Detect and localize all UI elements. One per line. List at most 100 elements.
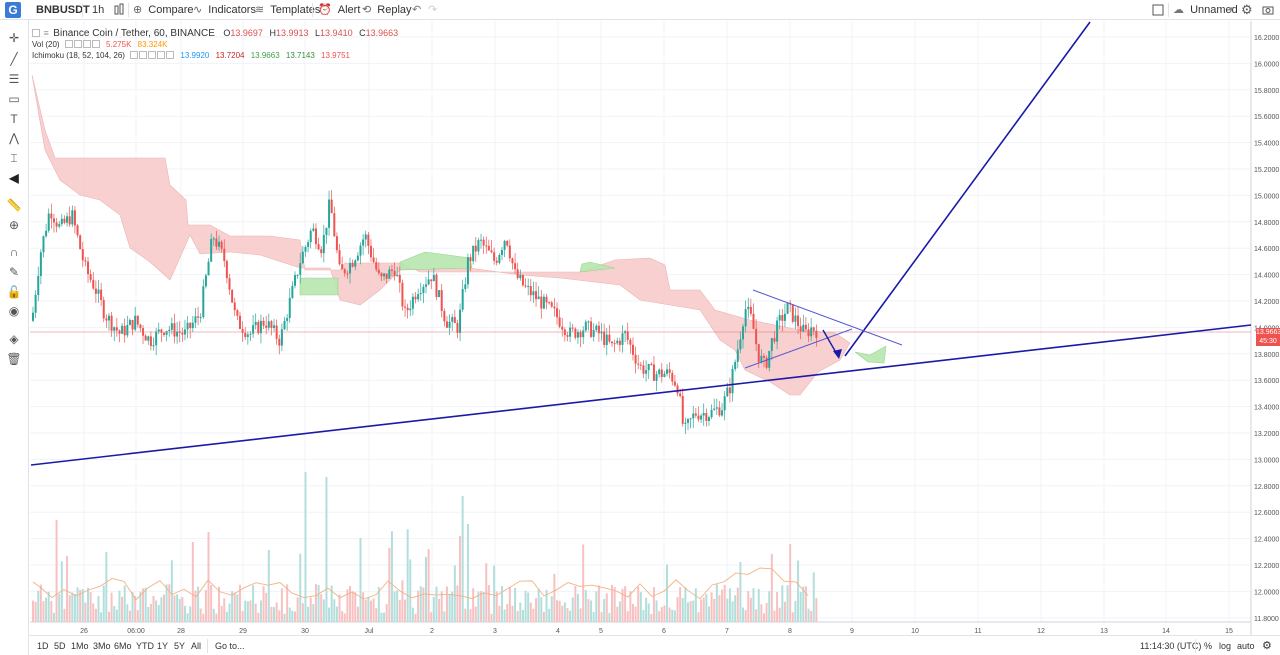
replay-label: Replay: [377, 4, 412, 16]
candle-body: [280, 329, 283, 346]
symbol-legend[interactable]: ≡ Binance Coin / Tether, 60, BINANCE O13…: [32, 27, 398, 39]
remove-icon[interactable]: [148, 51, 157, 59]
auto-toggle[interactable]: auto: [1237, 641, 1255, 651]
chart-style-icon[interactable]: [113, 0, 125, 20]
range-3mo[interactable]: 3Mo: [93, 641, 111, 651]
eye-toggle-icon[interactable]: [64, 40, 73, 48]
compare-button[interactable]: ⊕ Compare: [133, 0, 194, 20]
candle-body: [673, 381, 676, 386]
layout-name-button[interactable]: ☁ Unnamed: [1173, 0, 1238, 20]
symbol-search[interactable]: BNBUSDT: [36, 4, 90, 16]
toolbar-divider: [312, 3, 313, 17]
volume-bar: [414, 613, 417, 622]
volume-bar: [173, 595, 176, 622]
range-all[interactable]: All: [191, 641, 202, 651]
redo-icon[interactable]: ↷: [428, 4, 438, 16]
pattern-icon[interactable]: ⋀: [9, 131, 19, 145]
volume-bar: [409, 559, 412, 622]
utc-clock[interactable]: 11:14:30 (UTC): [1140, 641, 1202, 651]
range-1y[interactable]: 1Y: [157, 641, 169, 651]
volume-bar: [110, 592, 113, 622]
trend-line-icon[interactable]: ╱: [10, 52, 18, 66]
volume-bar: [742, 607, 745, 622]
gear-icon[interactable]: ⚙: [1262, 640, 1272, 652]
ichimoku-cloud-bullish: [579, 261, 616, 273]
settings-toggle-icon[interactable]: [73, 40, 82, 48]
volume-bar: [68, 595, 71, 622]
fullscreen-icon[interactable]: [1152, 0, 1164, 20]
volume-bar: [681, 597, 684, 622]
ichimoku-legend[interactable]: Ichimoku (18, 52, 104, 26) 13.9920 13.72…: [32, 50, 350, 62]
high-label: H: [269, 28, 276, 38]
range-5d[interactable]: 5D: [54, 641, 66, 651]
volume-bar: [199, 608, 202, 622]
range-1mo[interactable]: 1Mo: [71, 641, 89, 651]
log-toggle[interactable]: log: [1219, 641, 1232, 651]
prediction-icon[interactable]: ⌶: [10, 151, 18, 165]
candle-body: [647, 363, 650, 371]
alert-button[interactable]: ⏰ Alert: [318, 0, 360, 20]
volume-bar: [553, 573, 556, 622]
interval-button[interactable]: 1h: [92, 4, 105, 16]
replay-button[interactable]: ⟲ Replay: [362, 0, 412, 20]
volume-bar: [791, 612, 794, 622]
candle-body: [401, 282, 404, 307]
lock-icon[interactable]: 🔓: [6, 285, 22, 299]
candle-body: [115, 327, 118, 331]
time-tick-label: 6: [662, 628, 666, 635]
volume-bar: [314, 584, 317, 622]
top-toolbar: G BNBUSDT 1h ⊕ Compare ∿ Indicators ≋ Te…: [0, 0, 1280, 20]
chevron-down-icon[interactable]: ▼: [1227, 5, 1235, 14]
percent-toggle[interactable]: %: [1204, 641, 1213, 651]
candle-body: [121, 325, 124, 334]
gear-icon[interactable]: ⚙: [1241, 2, 1253, 17]
pitchfork-icon[interactable]: ☰: [8, 72, 20, 86]
volume-bar: [548, 608, 551, 622]
candle-body: [94, 288, 97, 294]
zoom-in-icon[interactable]: ⊕: [8, 218, 20, 232]
volume-legend[interactable]: Vol (20) 5.275K 83.324K: [32, 39, 167, 51]
candle-body: [493, 252, 496, 261]
candle-body: [364, 234, 367, 240]
trash-icon[interactable]: 🗑: [6, 352, 22, 366]
candle-body: [621, 333, 624, 345]
ichimoku-value-conversion: 13.9920: [180, 51, 210, 60]
format-icon[interactable]: [166, 51, 175, 59]
text-icon[interactable]: T: [10, 112, 18, 126]
crosshair-icon[interactable]: ✛: [8, 31, 20, 45]
settings-toggle-icon[interactable]: [139, 51, 148, 59]
ichimoku-value-lagging: 13.9663: [250, 51, 280, 60]
range-6mo[interactable]: 6Mo: [114, 641, 132, 651]
magnet-icon[interactable]: ∩: [9, 245, 19, 259]
logo-icon[interactable]: G: [5, 2, 21, 18]
more-icon[interactable]: [157, 51, 166, 59]
indicators-button[interactable]: ∿ Indicators: [193, 0, 256, 20]
volume-bar: [45, 597, 48, 622]
goto-button[interactable]: Go to...: [215, 641, 245, 651]
ruler-icon[interactable]: 📏: [6, 198, 22, 212]
eye-toggle-icon[interactable]: [130, 51, 139, 59]
candle-body: [286, 318, 289, 321]
range-ytd[interactable]: YTD: [136, 641, 154, 651]
range-5y[interactable]: 5Y: [174, 641, 186, 651]
more-icon[interactable]: [91, 40, 100, 48]
volume-bar: [301, 603, 304, 622]
ichimoku-cloud-bullish: [299, 277, 339, 296]
price-tick-label: 15.6000: [1254, 114, 1279, 121]
volume-bar: [482, 592, 485, 622]
eye-icon[interactable]: ◉: [8, 304, 20, 318]
remove-icon[interactable]: [82, 40, 91, 48]
collapse-icon[interactable]: [32, 29, 40, 37]
arrow-icon[interactable]: ◀: [9, 171, 19, 185]
undo-icon[interactable]: ↶: [412, 4, 422, 16]
camera-icon[interactable]: [1262, 0, 1274, 20]
rectangle-icon[interactable]: ▭: [8, 92, 20, 106]
symbol-title: Binance Coin / Tether, 60, BINANCE: [53, 28, 215, 39]
layers-icon[interactable]: ◈: [9, 332, 19, 346]
candle-body: [432, 274, 435, 282]
range-1d[interactable]: 1D: [37, 641, 49, 651]
templates-button[interactable]: ≋ Templates: [255, 0, 320, 20]
candle-body: [548, 302, 551, 304]
stay-drawing-icon[interactable]: ✎: [8, 265, 20, 279]
